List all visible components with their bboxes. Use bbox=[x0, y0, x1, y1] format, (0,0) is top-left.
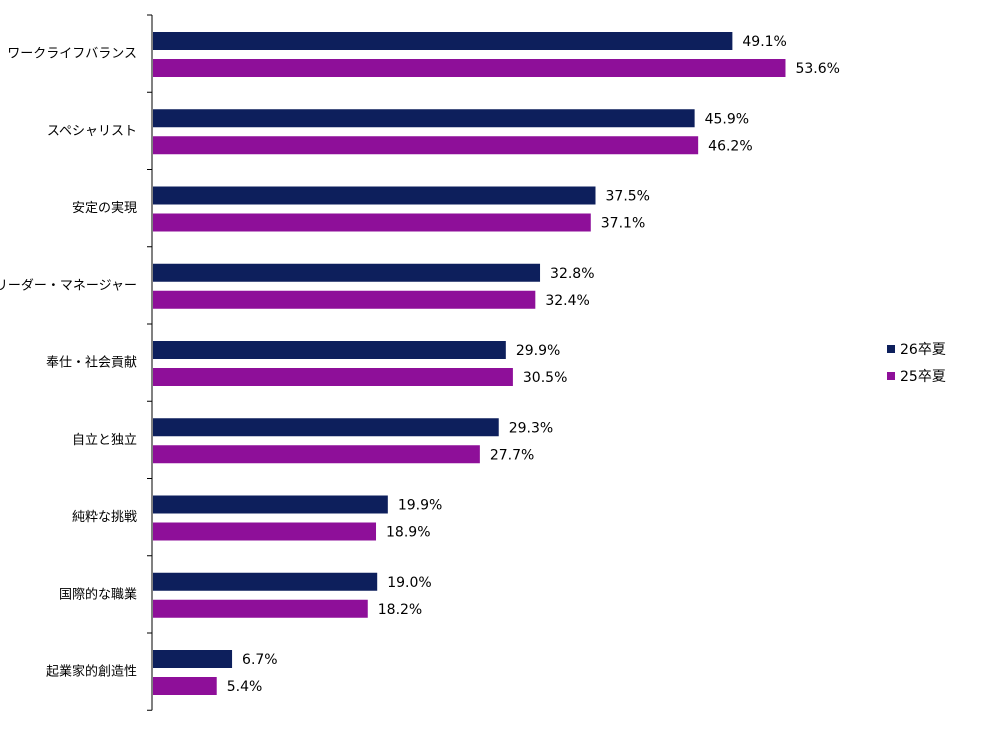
bar-25卒夏 bbox=[153, 599, 368, 618]
bar-26卒夏 bbox=[153, 186, 596, 205]
legend-label: 25卒夏 bbox=[900, 369, 946, 385]
category-label: 安定の実現 bbox=[72, 200, 137, 216]
bar-26卒夏 bbox=[153, 109, 695, 128]
data-label: 45.9% bbox=[705, 111, 749, 127]
data-label: 46.2% bbox=[708, 138, 752, 154]
category-label: 自立と独立 bbox=[72, 433, 137, 448]
bar-25卒夏 bbox=[153, 213, 591, 232]
legend-swatch bbox=[887, 372, 895, 380]
data-label: 29.9% bbox=[516, 343, 560, 359]
category-label: リーダー・マネージャー bbox=[0, 278, 137, 293]
data-label: 18.9% bbox=[386, 525, 430, 541]
bar-26卒夏 bbox=[153, 418, 499, 437]
legend-swatch bbox=[887, 345, 895, 353]
bar-series bbox=[153, 32, 786, 695]
bar-25卒夏 bbox=[153, 522, 377, 541]
data-label: 32.4% bbox=[545, 293, 589, 309]
data-label: 18.2% bbox=[378, 602, 422, 618]
bar-25卒夏 bbox=[153, 59, 786, 77]
category-label: 純粋な挑戦 bbox=[72, 510, 137, 525]
data-label: 19.9% bbox=[398, 498, 442, 514]
bar-26卒夏 bbox=[153, 263, 541, 282]
data-label: 30.5% bbox=[523, 370, 567, 386]
data-label: 27.7% bbox=[490, 447, 534, 463]
bar-25卒夏 bbox=[153, 368, 513, 386]
bar-26卒夏 bbox=[153, 650, 233, 668]
data-label: 37.5% bbox=[606, 189, 650, 205]
data-label: 6.7% bbox=[242, 652, 278, 668]
category-label: 国際的な職業 bbox=[59, 586, 137, 602]
legend: 26卒夏 25卒夏 bbox=[887, 342, 946, 385]
data-label: 19.0% bbox=[387, 575, 431, 591]
category-label: スペシャリスト bbox=[47, 124, 137, 139]
category-labels: ワークライフバランススペシャリスト安定の実現リーダー・マネージャー奉仕・社会貢献… bbox=[0, 47, 137, 680]
data-label: 49.1% bbox=[742, 34, 786, 50]
data-label: 5.4% bbox=[227, 679, 263, 695]
bar-25卒夏 bbox=[153, 136, 699, 155]
bar-26卒夏 bbox=[153, 495, 388, 514]
bar-25卒夏 bbox=[153, 677, 217, 695]
data-label: 37.1% bbox=[601, 216, 645, 232]
bar-25卒夏 bbox=[153, 445, 480, 464]
bar-26卒夏 bbox=[153, 32, 733, 50]
category-label: ワークライフバランス bbox=[7, 47, 137, 62]
data-label: 53.6% bbox=[795, 61, 839, 77]
legend-label: 26卒夏 bbox=[900, 342, 946, 358]
category-label: 起業家的創造性 bbox=[46, 664, 137, 680]
axis-ticks bbox=[147, 14, 152, 711]
data-labels: 49.1% 45.9% 37.5% 32.8% 29.9% 29.3% 19.9% 19.0%… bbox=[227, 34, 840, 695]
data-label: 32.8% bbox=[550, 266, 594, 282]
data-label: 29.3% bbox=[509, 420, 553, 436]
bar-26卒夏 bbox=[153, 341, 506, 359]
category-label: 奉仕・社会貢献 bbox=[46, 355, 137, 371]
bar-26卒夏 bbox=[153, 572, 378, 591]
bar-25卒夏 bbox=[153, 290, 536, 309]
